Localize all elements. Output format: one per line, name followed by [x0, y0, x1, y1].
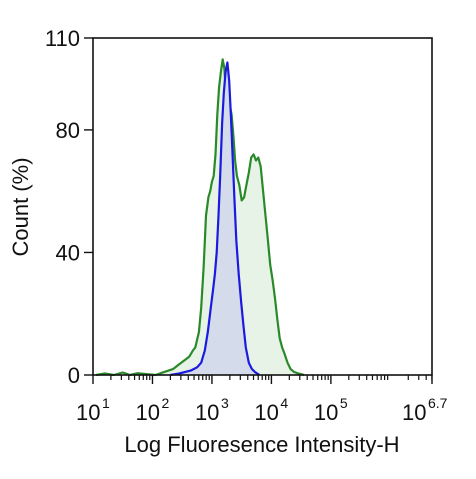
- y-tick-label: 110: [45, 26, 80, 51]
- x-tick-exponent: 4: [280, 395, 288, 411]
- x-tick-label: 10: [402, 400, 426, 425]
- series-2-fill: [170, 62, 260, 375]
- x-axis-title: Log Fluoresence Intensity-H: [124, 432, 399, 457]
- x-tick-label: 10: [195, 400, 219, 425]
- x-tick-exponent: 6.7: [428, 395, 448, 411]
- x-tick-exponent: 5: [340, 395, 348, 411]
- y-tick-label: 80: [56, 118, 80, 143]
- series-2-line: [170, 61, 261, 377]
- x-tick-label: 10: [254, 400, 278, 425]
- x-tick-exponent: 2: [161, 395, 169, 411]
- y-axis-ticks: 0 40 80 110: [45, 26, 93, 388]
- plot-area: [95, 58, 305, 377]
- x-tick-label: 10: [76, 400, 100, 425]
- y-tick-label: 40: [56, 240, 80, 265]
- x-tick-label: 10: [135, 400, 159, 425]
- x-tick-label: 10: [314, 400, 338, 425]
- x-minor-ticks: [110, 375, 433, 380]
- y-axis-title: Count (%): [8, 157, 33, 256]
- series-1-fill: [96, 59, 305, 376]
- y-tick-label: 0: [68, 363, 80, 388]
- x-tick-exponent: 3: [221, 395, 229, 411]
- x-axis-ticks: 10 1 10 2 10 3 10 4 10 5 10 6.7: [76, 375, 448, 425]
- x-tick-exponent: 1: [102, 395, 110, 411]
